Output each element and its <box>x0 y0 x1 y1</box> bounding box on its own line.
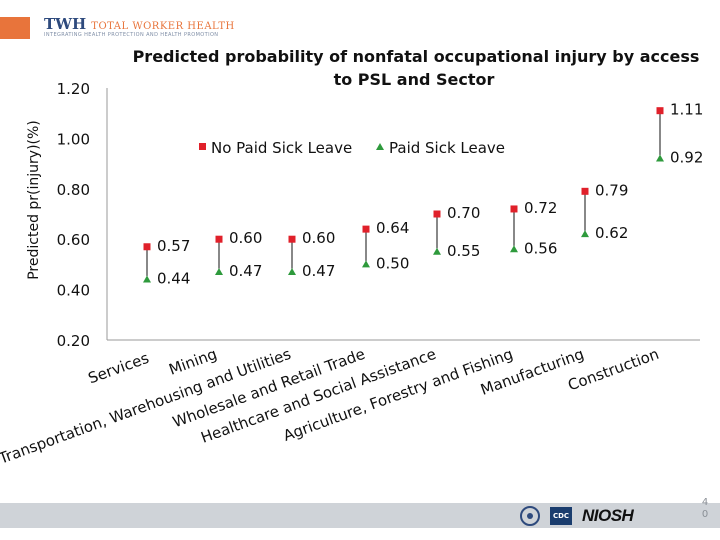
data-label-psl: 0.47 <box>302 262 335 280</box>
y-tick-label: 1.20 <box>57 80 90 98</box>
logo-main: TWH <box>44 15 87 33</box>
legend-label-no-psl: No Paid Sick Leave <box>211 139 352 157</box>
y-tick-label: 0.60 <box>57 231 90 249</box>
point-psl <box>143 275 151 283</box>
category-label: Services <box>86 349 152 388</box>
y-tick-label: 0.40 <box>57 282 90 300</box>
page-number: 4 0 <box>698 497 712 521</box>
point-psl <box>656 154 664 162</box>
logo-title: TOTAL WORKER HEALTH <box>91 21 235 32</box>
data-label-no-psl: 1.11 <box>670 101 703 119</box>
slide-header: TWH TOTAL WORKER HEALTH INTEGRATING HEAL… <box>0 0 720 44</box>
footer-logos: CDC NIOSH <box>520 503 634 528</box>
point-psl <box>581 230 589 238</box>
twh-logo: TWH TOTAL WORKER HEALTH INTEGRATING HEAL… <box>44 14 244 42</box>
point-psl <box>288 267 296 275</box>
legend-marker-no-psl <box>199 143 206 150</box>
niosh-logo: NIOSH <box>582 505 634 525</box>
point-no-psl <box>656 107 664 115</box>
data-label-psl: 0.47 <box>229 262 262 280</box>
chart-title-line-2: to PSL and Sector <box>334 70 495 89</box>
y-axis-label: Predicted pr(injury)(%) <box>26 120 42 280</box>
logo-tagline: INTEGRATING HEALTH PROTECTION AND HEALTH… <box>44 32 219 38</box>
point-psl <box>215 267 223 275</box>
point-no-psl <box>433 210 441 218</box>
data-label-no-psl: 0.72 <box>524 199 557 217</box>
point-no-psl <box>215 235 223 243</box>
data-label-psl: 0.55 <box>447 242 480 260</box>
data-label-no-psl: 0.79 <box>595 181 628 199</box>
cdc-logo: CDC <box>550 506 572 525</box>
data-label-no-psl: 0.57 <box>157 237 190 255</box>
data-label-psl: 0.92 <box>670 149 703 167</box>
slide-footer <box>0 503 720 528</box>
data-label-psl: 0.44 <box>157 270 190 288</box>
y-tick-label: 1.00 <box>57 130 90 148</box>
point-no-psl <box>288 235 296 243</box>
data-label-no-psl: 0.70 <box>447 204 480 222</box>
point-psl <box>362 260 370 268</box>
legend-marker-psl <box>376 143 384 150</box>
point-psl <box>433 247 441 255</box>
chart-title-line-1: Predicted probability of nonfatal occupa… <box>133 47 700 66</box>
point-no-psl <box>510 205 518 213</box>
point-no-psl <box>581 187 589 195</box>
y-tick-label: 0.20 <box>57 332 90 350</box>
data-label-psl: 0.56 <box>524 239 557 257</box>
hhs-seal-icon <box>520 505 540 526</box>
page-number-text: 4 0 <box>701 497 709 520</box>
data-label-no-psl: 0.60 <box>229 229 262 247</box>
data-label-psl: 0.62 <box>595 224 628 242</box>
point-no-psl <box>143 243 151 251</box>
point-psl <box>510 245 518 253</box>
point-no-psl <box>362 225 370 233</box>
brand-stripe <box>0 17 30 39</box>
legend-label-psl: Paid Sick Leave <box>389 139 505 157</box>
data-label-psl: 0.50 <box>376 254 409 272</box>
data-label-no-psl: 0.64 <box>376 219 409 237</box>
data-label-no-psl: 0.60 <box>302 229 335 247</box>
y-tick-label: 0.80 <box>57 181 90 199</box>
